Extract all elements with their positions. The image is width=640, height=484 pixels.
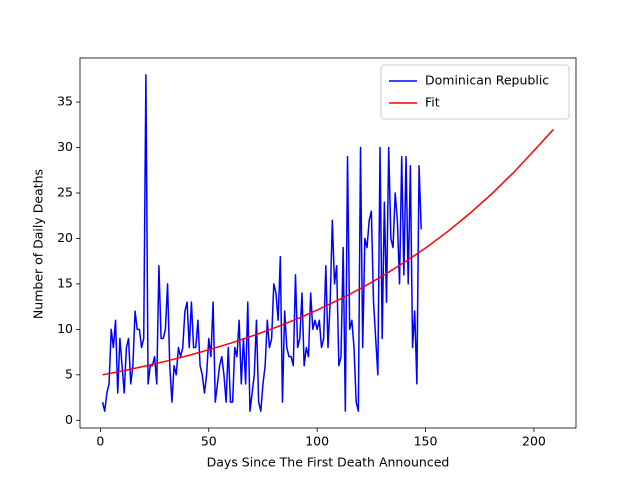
plot-frame (79, 57, 577, 429)
y-tick-label: 15 (57, 275, 73, 290)
y-axis-label: Number of Daily Deaths (31, 169, 46, 319)
y-tick-label: 10 (57, 321, 73, 336)
x-tick-label: 200 (522, 434, 546, 449)
line-series (101, 74, 422, 412)
x-tick-label: 100 (305, 434, 329, 449)
line-series (102, 128, 555, 376)
legend-box (380, 64, 570, 120)
x-tick-label: 50 (201, 434, 217, 449)
y-tick-label: 35 (57, 94, 73, 109)
y-tick-label: 30 (57, 139, 73, 154)
y-tick-label: 25 (57, 185, 73, 200)
legend-label: Fit (425, 95, 440, 110)
x-tick-label: 150 (414, 434, 438, 449)
y-tick-label: 20 (57, 230, 73, 245)
y-tick-label: 0 (65, 412, 73, 427)
x-tick-label: 0 (96, 434, 104, 449)
x-axis-label: Days Since The First Death Announced (207, 455, 450, 470)
y-tick-label: 5 (65, 366, 73, 381)
legend-label: Dominican Republic (425, 73, 549, 88)
